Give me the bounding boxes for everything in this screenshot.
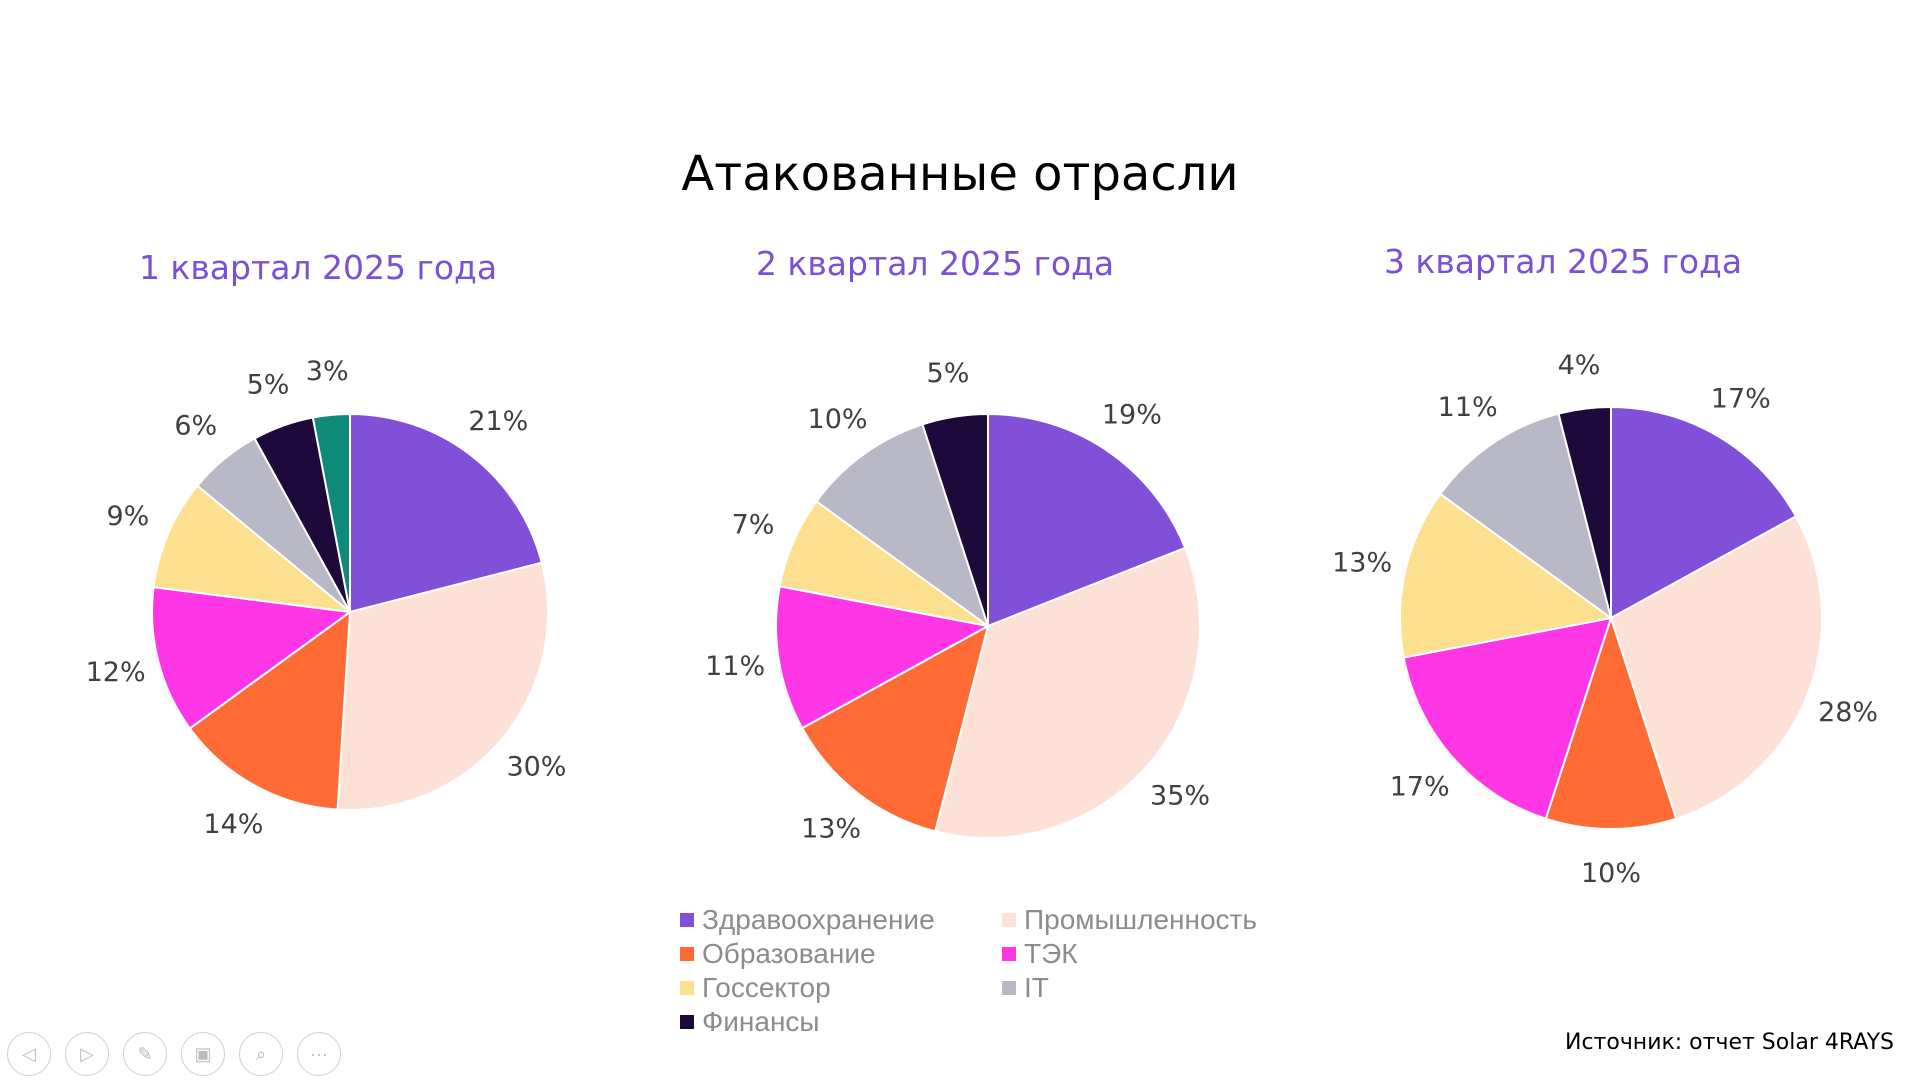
pie3-slice-5 xyxy=(1438,412,1613,621)
pie1-slice-1 xyxy=(336,561,549,811)
more-icon[interactable]: ··· xyxy=(297,1032,341,1076)
pie2-slice-1 xyxy=(934,546,1201,839)
legend-label: Финансы xyxy=(702,1006,820,1037)
pie1-slice-4 xyxy=(152,484,354,614)
slideshow-controls: ◁ ▷ ✎ ▣ ⌕ ··· xyxy=(7,1032,341,1076)
pie3-slice-6 xyxy=(1557,405,1612,619)
pie3-slice-1 xyxy=(1609,514,1823,820)
pie3-slice-2 xyxy=(1544,614,1678,830)
pie1-label-3: 12% xyxy=(86,657,146,688)
pie3-label-2: 10% xyxy=(1581,858,1641,889)
legend-label: Промышленность xyxy=(1024,904,1257,935)
pie3-label-4: 13% xyxy=(1332,547,1392,578)
pie1-label-5: 6% xyxy=(174,411,217,442)
legend-swatch xyxy=(680,913,694,927)
pen-icon[interactable]: ✎ xyxy=(123,1032,167,1076)
legend-label: IT xyxy=(1024,972,1049,1003)
pie3-label-0: 17% xyxy=(1711,384,1771,415)
slides-icon[interactable]: ▣ xyxy=(181,1032,225,1076)
legend-swatch xyxy=(680,1015,694,1029)
pie1-label-0: 21% xyxy=(468,406,528,437)
pie2-label-0: 19% xyxy=(1102,399,1162,430)
pie3-slice-4 xyxy=(1399,492,1614,659)
q1-title: 1 квартал 2025 года xyxy=(138,248,498,287)
zoom-icon[interactable]: ⌕ xyxy=(239,1032,283,1076)
legend-label: Здравоохранение xyxy=(702,904,935,935)
pie1-slice-0 xyxy=(349,412,543,614)
pie2-label-3: 11% xyxy=(705,651,765,682)
legend-item: Финансы xyxy=(680,1006,1002,1038)
legend-label: ТЭК xyxy=(1024,938,1078,969)
legend-item: IT xyxy=(1002,972,1302,1004)
legend-swatch xyxy=(680,947,694,961)
q2-title: 2 квартал 2025 года xyxy=(755,244,1115,283)
legend-item: Здравоохранение xyxy=(680,904,1002,936)
pie1-slice-3 xyxy=(151,586,353,730)
pie2-label-1: 35% xyxy=(1150,780,1210,811)
legend-swatch xyxy=(1002,981,1016,995)
legend: Здравоохранение Промышленность Образован… xyxy=(680,904,1302,1038)
pie1-slice-7 xyxy=(311,412,351,613)
pie3-slice-3 xyxy=(1402,616,1613,820)
pie3-label-5: 11% xyxy=(1438,392,1498,423)
pie2-slice-5 xyxy=(815,423,990,629)
pie1-slice-2 xyxy=(188,609,352,811)
pie3-slice-0 xyxy=(1610,405,1798,620)
pie2-label-6: 5% xyxy=(927,358,970,389)
legend-swatch xyxy=(1002,913,1016,927)
pie1-label-4: 9% xyxy=(106,501,149,532)
pie2-slice-6 xyxy=(921,412,989,627)
legend-item: ТЭК xyxy=(1002,938,1302,970)
legend-swatch xyxy=(1002,947,1016,961)
pie2-slice-0 xyxy=(987,412,1187,628)
source-note: Источник: отчет Solar 4RAYS xyxy=(1564,1030,1894,1055)
next-icon[interactable]: ▷ xyxy=(65,1032,109,1076)
pie1-label-1: 30% xyxy=(506,751,566,782)
pie2-label-2: 13% xyxy=(801,813,861,844)
chart-title: Атакованные отрасли xyxy=(681,146,1239,202)
legend-swatch xyxy=(680,981,694,995)
previous-icon[interactable]: ◁ xyxy=(7,1032,51,1076)
q3-title: 3 квартал 2025 года xyxy=(1383,242,1743,281)
legend-label: Образование xyxy=(702,938,876,969)
legend-item: Госсектор xyxy=(680,972,1002,1004)
pie3-label-1: 28% xyxy=(1818,697,1878,728)
pie1-label-7: 3% xyxy=(306,356,349,387)
pie1-label-6: 5% xyxy=(247,369,290,400)
pie2-slice-2 xyxy=(800,624,990,833)
pie2-label-4: 7% xyxy=(732,509,775,540)
pie1-label-2: 14% xyxy=(203,809,263,840)
legend-label: Госсектор xyxy=(702,972,831,1003)
legend-item: Промышленность xyxy=(1002,904,1302,936)
pie2-label-5: 10% xyxy=(808,404,868,435)
pie3-label-6: 4% xyxy=(1558,350,1601,381)
pie2-slice-3 xyxy=(775,585,991,730)
pie3-label-3: 17% xyxy=(1390,772,1450,803)
legend-item: Образование xyxy=(680,938,1002,970)
